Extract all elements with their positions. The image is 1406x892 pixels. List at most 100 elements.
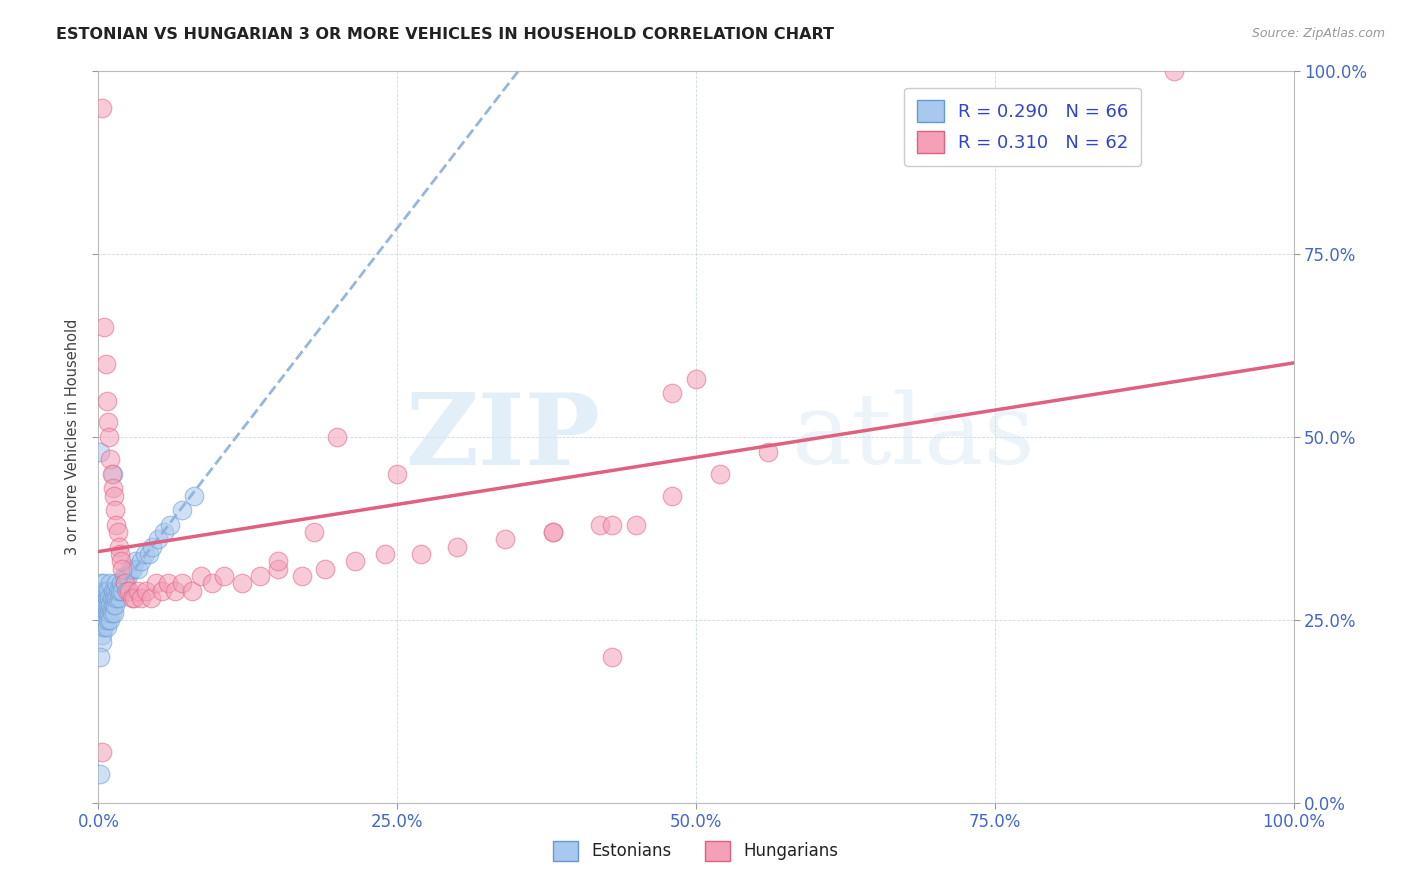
- Point: [110, 576, 132, 591]
- Point: [97, 583, 120, 598]
- Y-axis label: 3 or more Vehicles in Household: 3 or more Vehicles in Household: [65, 319, 80, 555]
- Point: [100, 591, 122, 605]
- Point: [104, 583, 127, 598]
- Point: [163, 583, 186, 598]
- Point: [97, 416, 120, 430]
- Point: [127, 562, 149, 576]
- Point: [127, 583, 149, 598]
- Point: [108, 547, 131, 561]
- Point: [190, 569, 212, 583]
- Point: [626, 517, 648, 532]
- Point: [661, 386, 683, 401]
- Point: [267, 562, 290, 576]
- Point: [93, 576, 115, 591]
- Point: [134, 547, 156, 561]
- Point: [114, 576, 136, 591]
- Point: [374, 547, 396, 561]
- Point: [107, 591, 129, 605]
- Point: [91, 606, 114, 620]
- Point: [90, 576, 112, 591]
- Point: [93, 620, 115, 634]
- Point: [201, 576, 224, 591]
- Point: [107, 583, 129, 598]
- Point: [114, 576, 136, 591]
- Point: [344, 554, 367, 568]
- Point: [97, 613, 120, 627]
- Point: [94, 357, 117, 371]
- Point: [89, 591, 111, 605]
- Point: [91, 745, 114, 759]
- Point: [90, 613, 112, 627]
- Point: [103, 489, 125, 503]
- Point: [153, 525, 176, 540]
- Point: [98, 606, 121, 620]
- Point: [98, 430, 121, 444]
- Text: ESTONIAN VS HUNGARIAN 3 OR MORE VEHICLES IN HOUSEHOLD CORRELATION CHART: ESTONIAN VS HUNGARIAN 3 OR MORE VEHICLES…: [56, 27, 834, 42]
- Point: [115, 583, 138, 598]
- Point: [103, 606, 125, 620]
- Point: [112, 569, 135, 583]
- Point: [91, 620, 114, 634]
- Point: [98, 599, 122, 613]
- Point: [101, 583, 124, 598]
- Point: [96, 591, 118, 605]
- Point: [91, 101, 114, 115]
- Point: [91, 613, 114, 627]
- Point: [93, 320, 115, 334]
- Point: [93, 591, 115, 605]
- Point: [100, 606, 122, 620]
- Point: [180, 583, 202, 598]
- Point: [100, 467, 122, 481]
- Point: [661, 489, 683, 503]
- Point: [267, 554, 290, 568]
- Point: [91, 627, 114, 641]
- Point: [89, 444, 111, 458]
- Point: [249, 569, 271, 583]
- Point: [131, 554, 153, 568]
- Point: [121, 591, 143, 605]
- Point: [96, 606, 118, 620]
- Point: [94, 613, 117, 627]
- Point: [117, 569, 139, 583]
- Point: [156, 576, 179, 591]
- Point: [124, 591, 146, 605]
- Point: [96, 620, 118, 634]
- Point: [94, 599, 117, 613]
- Point: [446, 540, 468, 554]
- Point: [101, 599, 124, 613]
- Point: [494, 533, 516, 547]
- Point: [91, 599, 114, 613]
- Point: [96, 393, 118, 408]
- Point: [172, 503, 194, 517]
- Point: [94, 583, 117, 598]
- Point: [101, 467, 124, 481]
- Point: [709, 467, 731, 481]
- Point: [541, 525, 564, 540]
- Point: [105, 517, 128, 532]
- Point: [1163, 64, 1185, 78]
- Point: [89, 649, 111, 664]
- Point: [159, 517, 181, 532]
- Point: [118, 583, 141, 598]
- Text: atlas: atlas: [792, 389, 1035, 485]
- Point: [98, 591, 121, 605]
- Point: [91, 599, 114, 613]
- Point: [756, 444, 779, 458]
- Point: [108, 583, 131, 598]
- Point: [141, 540, 163, 554]
- Point: [124, 554, 146, 568]
- Point: [90, 606, 112, 620]
- Point: [91, 635, 114, 649]
- Text: ZIP: ZIP: [405, 389, 600, 485]
- Point: [589, 517, 612, 532]
- Point: [602, 649, 624, 664]
- Point: [150, 583, 173, 598]
- Point: [91, 583, 114, 598]
- Point: [101, 481, 124, 495]
- Text: Source: ZipAtlas.com: Source: ZipAtlas.com: [1251, 27, 1385, 40]
- Point: [105, 591, 128, 605]
- Point: [111, 562, 134, 576]
- Legend: Estonians, Hungarians: Estonians, Hungarians: [547, 834, 845, 868]
- Point: [411, 547, 433, 561]
- Point: [172, 576, 194, 591]
